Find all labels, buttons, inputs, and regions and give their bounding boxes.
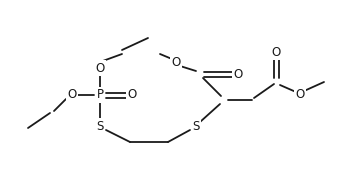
Text: O: O bbox=[171, 57, 181, 69]
Text: S: S bbox=[192, 120, 200, 132]
Text: O: O bbox=[127, 89, 137, 101]
Text: O: O bbox=[233, 68, 243, 80]
Text: O: O bbox=[67, 89, 77, 101]
Text: P: P bbox=[97, 89, 104, 101]
Text: O: O bbox=[95, 61, 105, 75]
Text: O: O bbox=[295, 89, 305, 101]
Text: O: O bbox=[271, 46, 281, 58]
Text: S: S bbox=[96, 120, 104, 132]
